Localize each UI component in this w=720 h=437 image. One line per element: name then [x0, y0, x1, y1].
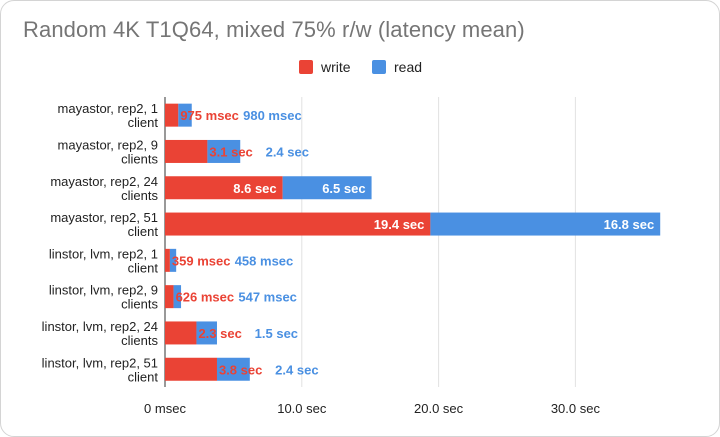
legend-swatch-write — [299, 60, 313, 74]
bar-read — [216, 357, 250, 381]
data-label-write: 975 msec — [180, 108, 239, 123]
data-label-read: 980 msec — [243, 108, 302, 123]
bar-write — [165, 321, 197, 345]
y-category-label: mayastor, rep2, 24 clients — [50, 174, 158, 203]
bar-read — [430, 212, 661, 236]
data-label-write: 3.8 sec — [219, 362, 262, 377]
bar-write — [165, 357, 217, 381]
data-label-read: 6.5 sec — [322, 181, 365, 196]
bar-write — [165, 212, 431, 236]
legend-swatch-read — [372, 60, 386, 74]
legend-label-write: write — [321, 59, 351, 75]
chart-legend: write read — [1, 59, 720, 79]
y-category-label: mayastor, rep2, 9 clients — [58, 137, 159, 166]
x-tick-label: 20.0 sec — [414, 401, 464, 416]
legend-item-write: write — [299, 59, 351, 75]
legend-label-read: read — [394, 59, 423, 75]
y-category-label: linstor, lvm, rep2, 51 client — [42, 355, 159, 384]
bar-read — [196, 321, 217, 345]
bar-write — [165, 103, 179, 127]
data-label-read: 1.5 sec — [255, 326, 298, 341]
data-label-read: 2.4 sec — [275, 362, 318, 377]
y-category-label: linstor, lvm, rep2, 1 client — [49, 246, 158, 275]
y-category-label: linstor, lvm, rep2, 9 clients — [49, 283, 159, 312]
data-label-read: 2.4 sec — [266, 144, 309, 159]
bar-read — [207, 139, 241, 163]
chart-title: Random 4K T1Q64, mixed 75% r/w (latency … — [23, 17, 525, 42]
bar-read — [178, 103, 192, 127]
data-label-write: 8.6 sec — [233, 181, 276, 196]
data-label-read: 547 msec — [238, 290, 297, 305]
bar-write — [165, 285, 174, 309]
y-category-label: mayastor, rep2, 1 client — [58, 101, 159, 130]
data-label-write: 19.4 sec — [374, 217, 425, 232]
bar-write — [165, 176, 283, 200]
bar-write — [165, 139, 208, 163]
x-tick-label: 30.0 sec — [551, 401, 601, 416]
bar-write — [165, 248, 170, 272]
data-label-write: 359 msec — [172, 253, 231, 268]
y-category-label: linstor, lvm, rep2, 24 clients — [42, 319, 159, 348]
data-label-write: 626 msec — [176, 290, 235, 305]
data-label-read: 16.8 sec — [604, 217, 655, 232]
x-tick-label: 10.0 sec — [277, 401, 327, 416]
data-label-write: 3.1 sec — [209, 144, 252, 159]
x-tick-label: 0 msec — [144, 401, 186, 416]
data-label-write: 2.3 sec — [198, 326, 241, 341]
bar-read — [282, 176, 372, 200]
bar-read — [173, 285, 182, 309]
data-label-read: 458 msec — [235, 253, 294, 268]
legend-item-read: read — [372, 59, 422, 75]
bar-read — [169, 248, 177, 272]
y-category-label: mayastor, rep2, 51 client — [50, 210, 158, 239]
